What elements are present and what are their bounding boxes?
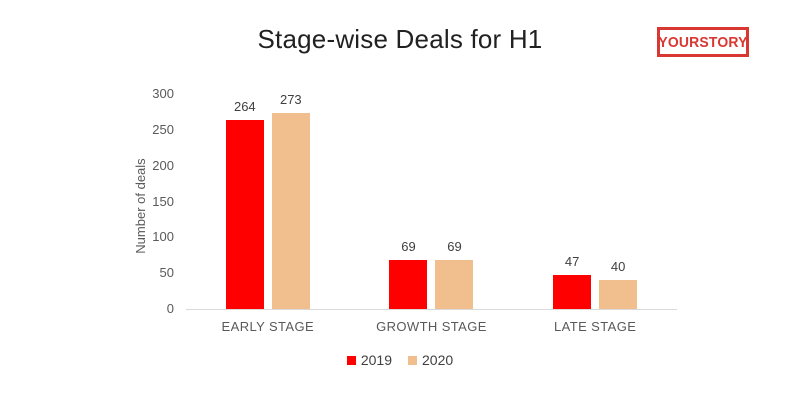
x-axis-line	[186, 308, 677, 310]
legend-swatch-2019	[346, 355, 356, 365]
y-tick-250: 250	[152, 121, 174, 137]
y-tick-200: 200	[152, 157, 174, 173]
value-label-2019-late-stage: 47	[564, 254, 580, 269]
legend: 2019 2020	[0, 352, 800, 368]
legend-label-2020: 2020	[422, 352, 454, 368]
legend-item-2020: 2020	[408, 352, 453, 368]
value-label-2019-early-stage: 264	[233, 99, 256, 114]
bar-2020-late-stage: 40	[599, 260, 638, 309]
category-label-early-stage: EARLY STAGE	[221, 319, 315, 334]
category-label-growth-stage: GROWTH STAGE	[376, 319, 487, 334]
value-label-2019-growth-stage: 69	[401, 239, 416, 254]
plot-area: 264 273 EARLY STAGE 69 69 GROWTH STAGE 47 40 LAT…	[186, 93, 677, 335]
yourstory-logo: YOURSTORY	[657, 27, 749, 57]
legend-item-2019: 2019	[346, 352, 392, 368]
bar-2019-growth-stage: 69	[389, 240, 428, 309]
value-label-2020-late-stage: 40	[610, 259, 626, 274]
value-label-2020-growth-stage: 69	[447, 239, 462, 254]
y-tick-300: 300	[152, 86, 174, 101]
legend-label-2019: 2019	[360, 352, 392, 368]
bar-2019-early-stage: 264	[225, 100, 264, 309]
yourstory-logo-text: YOURSTORY	[658, 33, 748, 51]
y-tick-50: 50	[159, 265, 174, 281]
category-label-late-stage: LATE STAGE	[554, 319, 637, 334]
y-tick-100: 100	[152, 229, 174, 245]
bar-2019-late-stage: 47	[553, 255, 592, 309]
bar-2020-growth-stage: 69	[435, 240, 474, 309]
value-label-2020-early-stage: 273	[279, 92, 302, 107]
bar-2020-early-stage: 273	[271, 93, 310, 309]
bar-group-late-stage: 47 40 LATE STAGE	[513, 94, 677, 334]
bar-group-growth-stage: 69 69 GROWTH STAGE	[350, 94, 514, 335]
y-axis-tick-labels: 0 50 100 150 200 250 300	[140, 0, 174, 400]
y-tick-150: 150	[152, 193, 174, 209]
bar-group-early-stage: 264 273 EARLY STAGE	[186, 93, 350, 335]
y-tick-0: 0	[166, 301, 174, 316]
chart-title: Stage-wise Deals for H1	[257, 24, 543, 54]
legend-swatch-2020	[408, 355, 417, 365]
